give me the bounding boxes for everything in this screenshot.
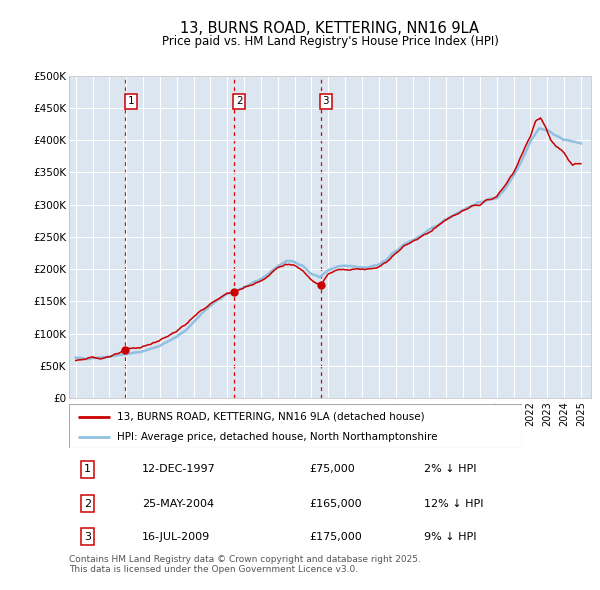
Text: 1: 1: [127, 96, 134, 106]
Text: £165,000: £165,000: [309, 499, 362, 509]
Text: 12-DEC-1997: 12-DEC-1997: [142, 464, 216, 474]
Text: 25-MAY-2004: 25-MAY-2004: [142, 499, 214, 509]
Text: 2: 2: [84, 499, 91, 509]
Text: £75,000: £75,000: [309, 464, 355, 474]
Text: Contains HM Land Registry data © Crown copyright and database right 2025.
This d: Contains HM Land Registry data © Crown c…: [69, 555, 421, 574]
Text: 16-JUL-2009: 16-JUL-2009: [142, 532, 211, 542]
Text: 12% ↓ HPI: 12% ↓ HPI: [424, 499, 484, 509]
Text: 3: 3: [84, 532, 91, 542]
Text: Price paid vs. HM Land Registry's House Price Index (HPI): Price paid vs. HM Land Registry's House …: [161, 35, 499, 48]
Text: £175,000: £175,000: [309, 532, 362, 542]
Text: 9% ↓ HPI: 9% ↓ HPI: [424, 532, 476, 542]
Text: 2: 2: [236, 96, 242, 106]
Text: 13, BURNS ROAD, KETTERING, NN16 9LA (detached house): 13, BURNS ROAD, KETTERING, NN16 9LA (det…: [116, 412, 424, 421]
Text: 13, BURNS ROAD, KETTERING, NN16 9LA: 13, BURNS ROAD, KETTERING, NN16 9LA: [181, 21, 479, 35]
Text: 3: 3: [323, 96, 329, 106]
Text: 1: 1: [84, 464, 91, 474]
Text: HPI: Average price, detached house, North Northamptonshire: HPI: Average price, detached house, Nort…: [116, 432, 437, 442]
Text: 2% ↓ HPI: 2% ↓ HPI: [424, 464, 476, 474]
